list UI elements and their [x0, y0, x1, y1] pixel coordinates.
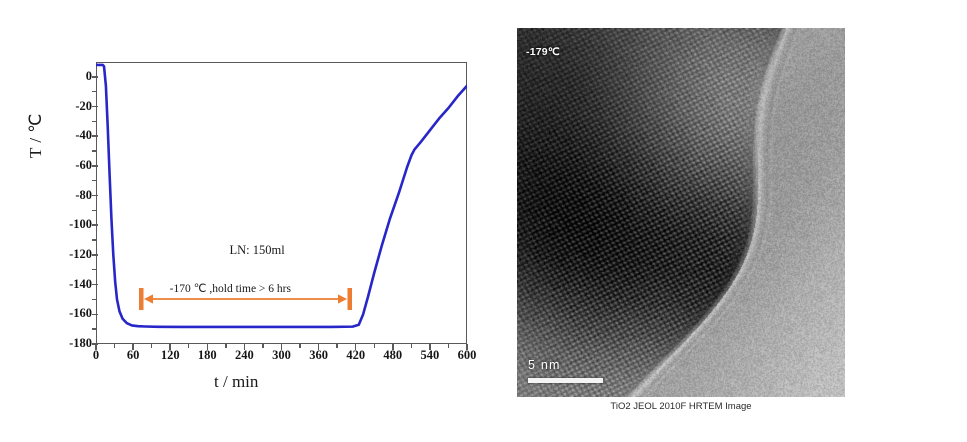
ln-volume-annotation: LN: 150ml	[229, 242, 285, 257]
x-minor-tickmark	[447, 344, 450, 348]
y-tickmark	[92, 76, 98, 78]
y-tick-label: -80	[75, 187, 92, 202]
x-tick-label: 420	[346, 348, 366, 362]
x-tickmark	[317, 344, 320, 350]
y-tick-label: -160	[69, 306, 92, 321]
x-tick-label: 540	[420, 348, 440, 362]
y-tickmark	[92, 343, 98, 345]
x-tick-label: 300	[272, 348, 291, 362]
x-tickmark	[354, 344, 357, 350]
x-tick-label: 180	[197, 348, 217, 362]
x-tickmark	[243, 344, 246, 350]
y-minor-tickmark	[92, 150, 96, 152]
x-tickmark	[429, 344, 431, 350]
x-tickmark	[206, 344, 209, 350]
x-tick-label: 0	[92, 348, 100, 362]
y-tick-label: -20	[75, 98, 92, 113]
x-minor-tickmark	[410, 344, 413, 348]
x-minor-tickmark	[188, 344, 190, 348]
x-minor-tickmark	[299, 344, 301, 348]
x-minor-tickmark	[113, 344, 116, 348]
x-tick-label: 600	[457, 348, 477, 362]
x-minor-tickmark	[262, 344, 264, 348]
hrtem-image-area: -179℃ 5 nm	[517, 28, 845, 397]
y-tick-label: -60	[75, 157, 92, 172]
x-minor-tickmark	[225, 344, 227, 348]
x-minor-tickmark	[373, 344, 375, 348]
y-tick-label: -40	[75, 128, 92, 143]
arrow-head-left	[143, 294, 153, 305]
plot-frame	[96, 62, 467, 344]
y-tickmark	[92, 165, 98, 167]
y-tickmark	[92, 194, 98, 197]
cooling-curve-chart: T / ℃ t / min 0 -20 -40 -60 -80 -100 -120 -140-…	[26, 62, 477, 391]
x-minor-tickmark	[336, 344, 338, 348]
y-axis-ticks: 0 -20 -40 -60 -80 -100 -120 -140 -160 -180	[36, 62, 92, 350]
x-tickmark	[169, 344, 171, 350]
x-tick-label: 60	[126, 348, 140, 362]
y-minor-tickmark	[92, 328, 96, 330]
x-axis-ticks: 0 60 120 180 240 300 360 420 480 540 600	[93, 348, 477, 368]
y-minor-tickmark	[92, 180, 96, 182]
hrtem-lattice-canvas	[517, 28, 845, 397]
x-tickmark	[466, 344, 468, 350]
scalebar-label: 5 nm	[528, 358, 561, 372]
x-tick-label: 360	[309, 348, 328, 362]
y-tickmark	[92, 283, 98, 286]
y-tickmark	[92, 254, 98, 256]
x-minor-tickmark	[150, 344, 153, 348]
y-tick-label: -100	[69, 217, 92, 232]
arrow-left-endcap	[138, 288, 144, 311]
x-tick-label: 480	[383, 348, 403, 362]
y-tick-label: 0	[85, 68, 92, 83]
x-tickmark	[392, 344, 394, 350]
x-axis-label: t / min	[214, 372, 259, 391]
hold-time-annotation: -170 ℃ ,hold time > 6 hrs	[169, 283, 291, 296]
scalebar-bar	[528, 378, 603, 383]
y-tickmark	[92, 135, 98, 137]
y-minor-tickmark	[92, 239, 96, 241]
temperature-curve	[96, 63, 467, 329]
x-tickmark	[95, 344, 97, 350]
hrtem-micrograph: -179℃ 5 nm	[517, 28, 845, 397]
y-tickmark	[92, 105, 98, 108]
x-tick-label: 240	[235, 348, 254, 362]
x-tickmark	[132, 344, 134, 350]
y-tick-label: -140	[69, 276, 92, 291]
x-tick-label: 120	[160, 348, 180, 362]
y-tickmark	[92, 313, 98, 316]
y-tick-label: -120	[69, 246, 92, 261]
x-tickmark	[280, 344, 283, 350]
y-tick-label: -180	[69, 336, 92, 350]
y-minor-tickmark	[92, 209, 96, 212]
tem-temperature-label: -179℃	[526, 46, 560, 58]
y-minor-tickmark	[92, 298, 96, 301]
arrow-head-right	[337, 294, 347, 305]
y-tickmark	[92, 224, 98, 227]
y-minor-tickmark	[92, 269, 96, 271]
hold-range-arrow	[138, 288, 352, 311]
arrow-right-endcap	[347, 288, 352, 311]
y-minor-tickmark	[92, 120, 96, 123]
tem-caption: TiO2 JEOL 2010F HRTEM Image	[610, 401, 752, 412]
y-minor-tickmark	[92, 90, 96, 93]
